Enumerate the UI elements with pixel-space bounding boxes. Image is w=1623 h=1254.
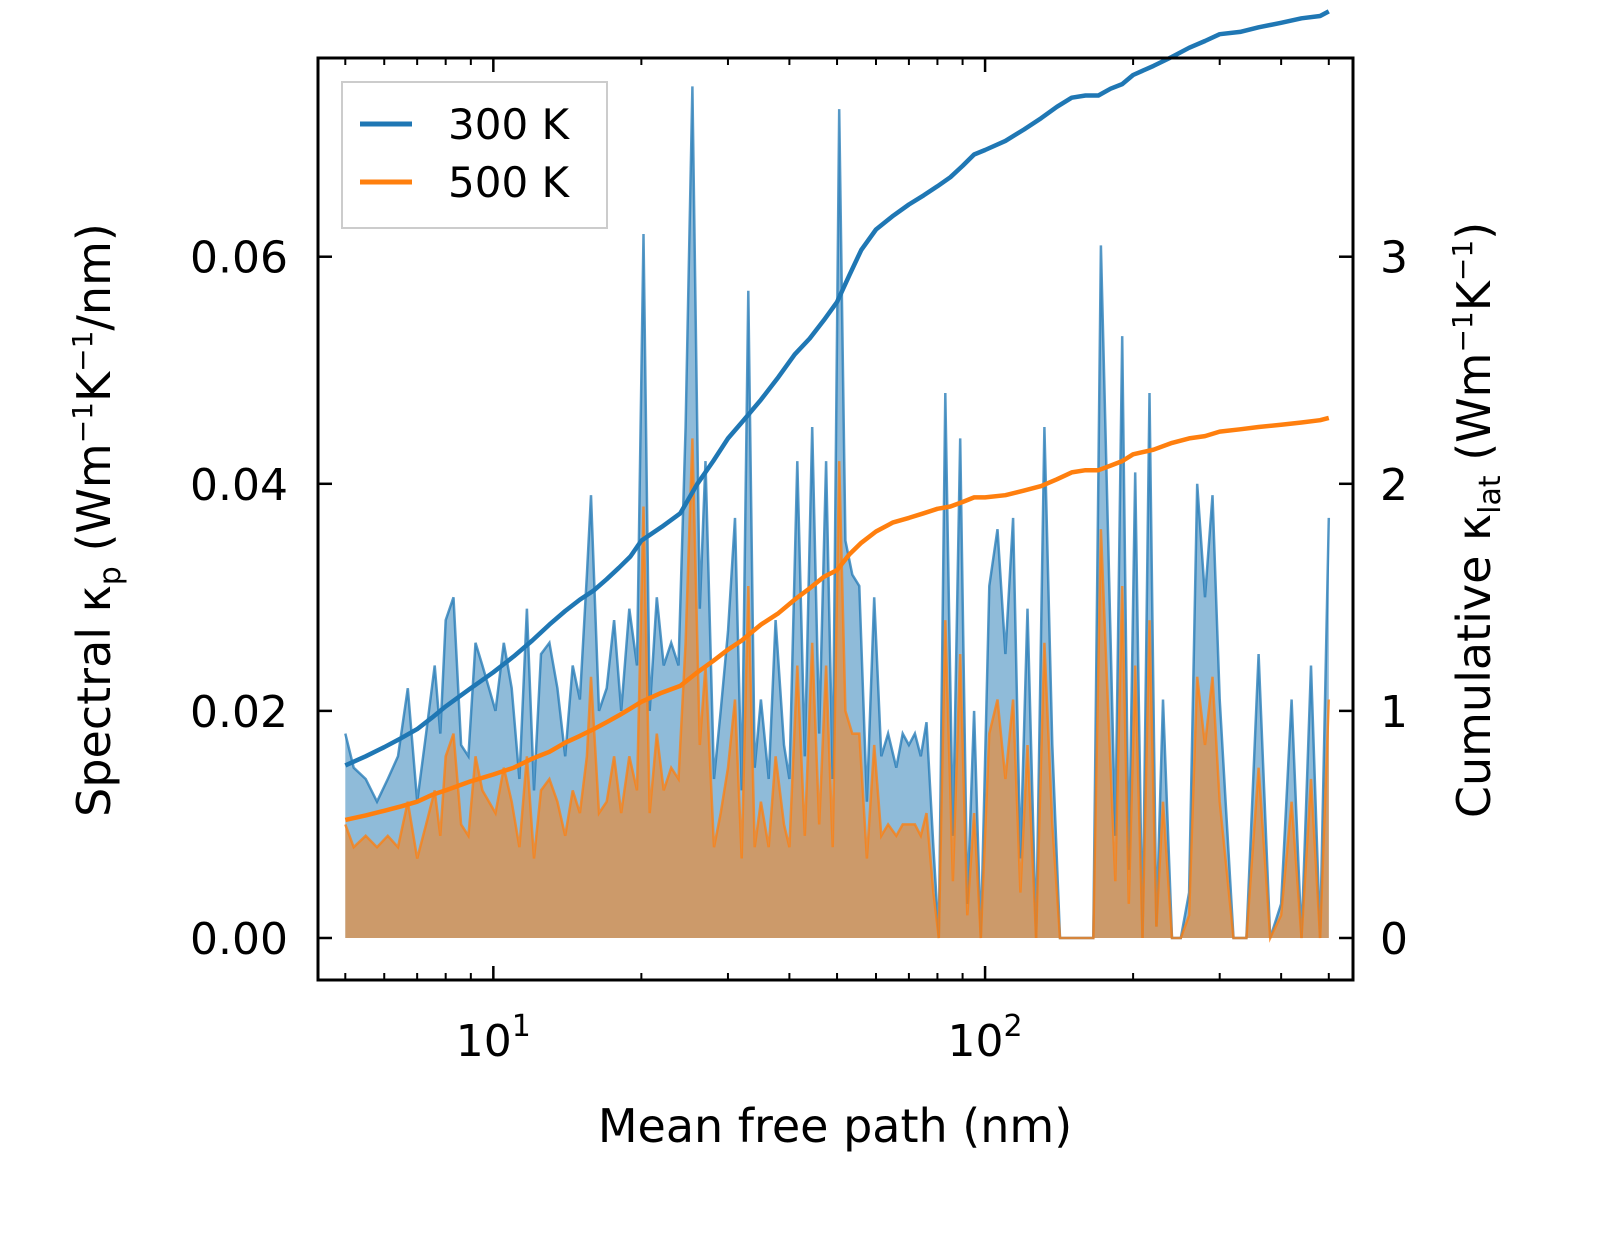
y-right-tick-label: 1: [1380, 687, 1408, 738]
x-axis-title: Mean free path (nm): [598, 1099, 1072, 1153]
legend-label-300k: 300 K: [448, 100, 571, 149]
spectral-fill-1: [345, 438, 1329, 938]
spectral-fills: [344, 86, 1331, 943]
legend: 300 K 500 K: [341, 81, 608, 229]
y-left-tick-label: 0.04: [190, 460, 288, 511]
y-left-tick-label: 0.00: [190, 914, 288, 965]
y-axis-title-left: Spectral κp (Wm−1K−1/nm): [66, 223, 128, 817]
x-tick-label: 101: [456, 1009, 531, 1067]
y-right-tick-label: 0: [1380, 914, 1408, 965]
y-left-tick-label: 0.02: [190, 687, 288, 738]
y-right-tick-label: 2: [1380, 460, 1408, 511]
spectral-line-0: [344, 86, 1331, 940]
y-right-tick-label: 3: [1380, 233, 1408, 284]
data-lines: [344, 9, 1330, 823]
x-tick-label: 102: [948, 1009, 1023, 1067]
plot-frame: [316, 56, 1355, 982]
spectral-line-1: [344, 438, 1331, 943]
axis-ticks: 101 102 0.00 0.02 0.04 0.06 0 1 2 3: [190, 58, 1408, 1067]
y-left-tick-label: 0.06: [190, 233, 288, 284]
legend-label-500k: 500 K: [448, 158, 571, 207]
legend-box: [341, 81, 608, 229]
cumulative-line-1: [344, 415, 1330, 823]
y-axis-title-right: Cumulative κlat (Wm−1K−1): [1446, 222, 1508, 818]
cumulative-line-0: [344, 9, 1330, 768]
